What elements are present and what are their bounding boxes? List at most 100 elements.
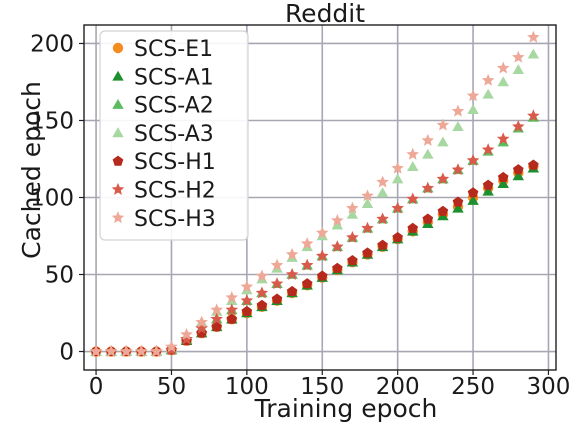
- point-SCS-H1-22: [422, 213, 434, 224]
- legend-marker-SCS-H3: [111, 211, 125, 224]
- point-SCS-A3-21: [407, 161, 419, 171]
- point-SCS-H3-29: [527, 30, 540, 43]
- point-SCS-A3-19: [376, 187, 389, 198]
- point-SCS-H1-16: [332, 262, 343, 273]
- x-axis-label: Training epoch: [254, 394, 438, 423]
- point-SCS-H2-15: [315, 249, 329, 262]
- point-SCS-H3-19: [376, 175, 389, 188]
- point-SCS-H3-15: [315, 226, 329, 239]
- point-SCS-H3-22: [421, 133, 435, 146]
- legend-label: SCS-E1: [134, 37, 213, 62]
- point-SCS-H1-12: [271, 293, 283, 304]
- legend-marker-SCS-H2: [111, 182, 125, 195]
- legend-label: SCS-A2: [134, 94, 214, 119]
- point-SCS-A1-28: [512, 170, 525, 181]
- point-SCS-H2-9: [225, 303, 239, 316]
- x-tick-label: 100: [225, 374, 269, 400]
- point-SCS-H1-21: [407, 222, 419, 233]
- point-SCS-H3-28: [512, 50, 525, 63]
- point-SCS-H3-5: [165, 340, 178, 353]
- x-axis-ticks: 0 50 100 150 200 250 300: [89, 370, 571, 400]
- y-axis-ticks: 0 50 100 150 200: [30, 31, 84, 366]
- point-SCS-H2-29: [527, 109, 540, 122]
- point-SCS-H1-26: [482, 179, 494, 190]
- point-SCS-A3-23: [437, 136, 449, 147]
- point-SCS-H2-17: [346, 230, 359, 243]
- point-SCS-A3-24: [452, 121, 464, 131]
- point-SCS-H3-3: [135, 344, 148, 357]
- point-SCS-H3-16: [331, 214, 344, 226]
- point-SCS-A3-18: [361, 198, 374, 208]
- point-SCS-H2-12: [270, 277, 284, 290]
- point-SCS-H2-24: [451, 163, 465, 176]
- x-tick-label: 50: [157, 374, 186, 400]
- point-SCS-H2-28: [512, 120, 525, 132]
- point-SCS-H2-16: [331, 240, 344, 253]
- point-SCS-A3-16: [331, 219, 344, 230]
- point-SCS-H2-25: [466, 153, 480, 166]
- legend-item: SCS-H1: [112, 150, 216, 175]
- point-SCS-A1-27: [497, 178, 509, 188]
- point-SCS-H1-19: [377, 239, 388, 250]
- point-SCS-A3-17: [346, 208, 359, 219]
- point-SCS-H2-11: [255, 286, 269, 299]
- point-SCS-H3-21: [406, 147, 420, 160]
- point-SCS-H1-13: [286, 285, 298, 296]
- point-SCS-H2-18: [361, 221, 374, 234]
- point-SCS-A1-24: [452, 202, 464, 213]
- y-tick-label: 0: [59, 340, 74, 366]
- point-SCS-H2-8: [210, 312, 223, 325]
- legend-marker-SCS-H1: [112, 155, 124, 166]
- x-tick-label: 200: [376, 374, 420, 400]
- x-tick-label: 0: [89, 374, 104, 400]
- legend: SCS-E1 SCS-A1 SCS-A2 SCS-A3 SCS-H1 SCS-H2 SCS-…: [99, 30, 249, 241]
- point-SCS-H3-2: [119, 344, 133, 357]
- point-SCS-H3-6: [180, 327, 193, 340]
- y-tick-label: 50: [45, 263, 74, 289]
- point-SCS-H3-13: [285, 247, 299, 260]
- point-SCS-H3-12: [270, 258, 284, 271]
- point-SCS-H1-8: [211, 321, 223, 332]
- point-SCS-H2-14: [300, 258, 314, 271]
- legend-box: [99, 30, 249, 241]
- point-SCS-H1-23: [437, 205, 449, 216]
- legend-marker-SCS-A1: [112, 70, 124, 81]
- legend-marker-SCS-A2: [112, 99, 124, 109]
- point-SCS-A3-29: [527, 48, 540, 59]
- point-SCS-H1-28: [512, 164, 524, 175]
- point-SCS-H1-9: [226, 313, 238, 324]
- point-SCS-A3-22: [422, 148, 434, 159]
- y-tick-label: 200: [30, 31, 74, 57]
- point-SCS-H1-27: [497, 171, 509, 183]
- point-SCS-H2-10: [240, 294, 254, 307]
- point-SCS-H2-22: [421, 181, 435, 194]
- point-SCS-A1-25: [467, 194, 479, 205]
- x-tick-label: 300: [527, 374, 571, 400]
- point-SCS-A1-26: [482, 185, 494, 196]
- point-SCS-H3-1: [104, 344, 118, 357]
- y-axis-label: Cached epoch: [17, 81, 46, 259]
- point-SCS-H3-8: [210, 303, 223, 316]
- data-points: [89, 30, 540, 357]
- point-SCS-H1-17: [347, 255, 358, 266]
- point-SCS-H1-10: [241, 305, 253, 316]
- point-SCS-H3-17: [346, 201, 359, 214]
- point-SCS-H2-27: [496, 132, 510, 145]
- legend-label: SCS-A1: [134, 65, 214, 90]
- point-SCS-H3-27: [496, 61, 510, 74]
- x-tick-label: 150: [300, 374, 344, 400]
- legend-item: SCS-H2: [111, 179, 216, 204]
- point-SCS-A3-27: [497, 76, 509, 87]
- legend-label: SCS-H1: [134, 150, 216, 175]
- point-SCS-H1-11: [256, 299, 268, 310]
- point-SCS-A3-28: [512, 64, 525, 74]
- point-SCS-H1-20: [392, 231, 403, 243]
- point-SCS-H2-20: [391, 201, 404, 214]
- point-SCS-H2-6: [180, 332, 193, 345]
- legend-label: SCS-H3: [134, 207, 216, 232]
- point-SCS-H2-13: [285, 267, 299, 280]
- legend-item: SCS-A3: [112, 122, 214, 147]
- point-SCS-H1-24: [452, 196, 464, 207]
- point-SCS-H1-14: [301, 278, 313, 289]
